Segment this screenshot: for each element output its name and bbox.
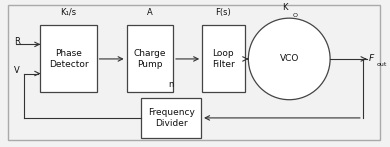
Text: R: R [14,37,20,46]
Text: F(s): F(s) [216,8,231,17]
Text: K₁/s: K₁/s [60,8,76,17]
Bar [41,25,97,92]
Text: F: F [369,54,374,64]
Bar [202,25,245,92]
Text: out: out [376,62,387,67]
Text: K: K [283,3,288,12]
Text: VCO: VCO [280,54,299,64]
Text: Frequency
Divider: Frequency Divider [148,107,195,128]
Text: Charge
Pump: Charge Pump [133,49,166,69]
Text: O: O [292,13,298,18]
Text: A: A [147,8,152,17]
Text: V: V [14,66,20,75]
Bar [127,25,173,92]
Ellipse shape [248,18,330,100]
Text: n: n [168,80,174,89]
Text: Phase
Detector: Phase Detector [49,49,88,69]
Text: Loop
Filter: Loop Filter [212,49,235,69]
Bar [141,97,201,138]
